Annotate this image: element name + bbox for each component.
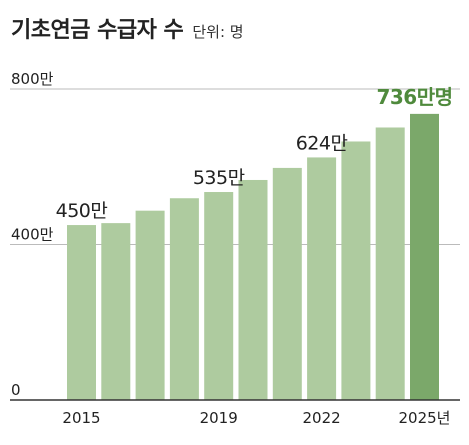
x-tick-label: 2022	[303, 409, 341, 427]
data-label: 624만	[296, 132, 348, 154]
bar	[169, 198, 199, 400]
bar	[67, 225, 96, 400]
bar	[410, 113, 439, 400]
data-label: 736만명	[376, 85, 452, 109]
bar	[204, 192, 234, 400]
chart-title: 기초연금 수급자 수	[11, 18, 184, 43]
data-label: 450만	[56, 200, 108, 222]
bar	[135, 210, 165, 400]
y-tick-label: 400만	[11, 226, 54, 244]
bar	[272, 167, 302, 400]
x-tick-label: 2019	[200, 409, 238, 427]
y-tick-label: 800만	[11, 70, 54, 88]
bar	[307, 157, 337, 400]
bar	[238, 179, 268, 400]
unit-label: 단위: 명	[192, 23, 244, 41]
x-tick-label: 2015	[62, 409, 100, 427]
y-tick-label: 0	[11, 381, 21, 399]
bar	[341, 141, 371, 400]
chart-header: 기초연금 수급자 수 단위: 명	[11, 12, 244, 44]
x-tick-label: 2025년	[399, 409, 451, 427]
bar	[375, 127, 405, 400]
data-label: 535만	[193, 167, 245, 189]
bar	[101, 223, 131, 400]
